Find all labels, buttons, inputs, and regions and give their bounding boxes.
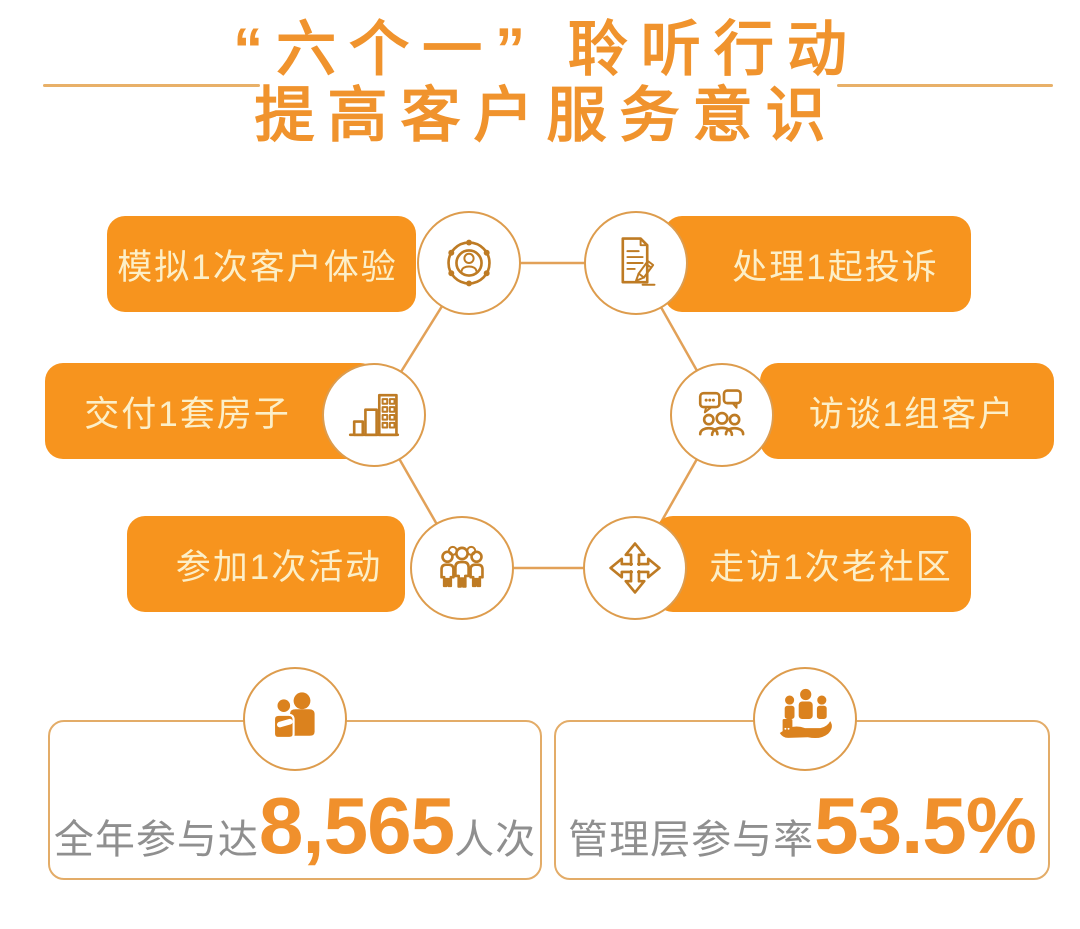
stat-unit: 人次 [454,818,537,862]
icon-circle-visit [583,516,687,620]
title-rule-right [837,84,1053,87]
pill-join-activity: 参加1次活动 [127,516,405,612]
icon-circle-complaint [584,211,688,315]
stat-label: 全年参与达 [53,818,259,862]
stat-text-management-rate: 管理层参与率 53.5% [556,786,1048,866]
stat-label: 管理层参与率 [568,818,815,862]
family-icon [272,692,315,739]
pill-handle-complaint: 处理1起投诉 [664,216,971,312]
pill-deliver-house: 交付1套房子 [45,363,378,459]
page-title-line2: 提高客户服务意识 [254,82,839,149]
pill-interview-customers: 访谈1组客户 [760,363,1054,459]
stat-icon-circle-family [243,667,347,771]
buildings-icon [348,393,400,437]
icon-circle-activity [410,516,514,620]
stat-value: 8,565 [258,781,455,870]
icon-circle-simulate [417,211,521,315]
stat-icon-circle-management [753,667,857,771]
four-way-arrows-icon [609,542,661,594]
stat-value: 53.5% [814,781,1037,870]
title-rule-left [43,84,260,87]
stat-text-total-participation: 全年参与达 8,565 人次 [50,786,540,866]
network-user-icon [447,239,491,287]
stat-card-total-participation: 全年参与达 8,565 人次 [48,720,542,880]
pill-simulate-customer-experience: 模拟1次客户体验 [107,216,416,312]
people-on-hand-icon [779,688,832,739]
page-title-line1: “六个一” 聆听行动 [233,16,860,83]
group-chat-icon [698,389,745,437]
pill-visit-old-community: 走访1次老社区 [655,516,971,612]
icon-circle-house [322,363,426,467]
people-group-icon [440,545,484,588]
icon-circle-interview [670,363,774,467]
document-edit-icon [621,237,656,286]
